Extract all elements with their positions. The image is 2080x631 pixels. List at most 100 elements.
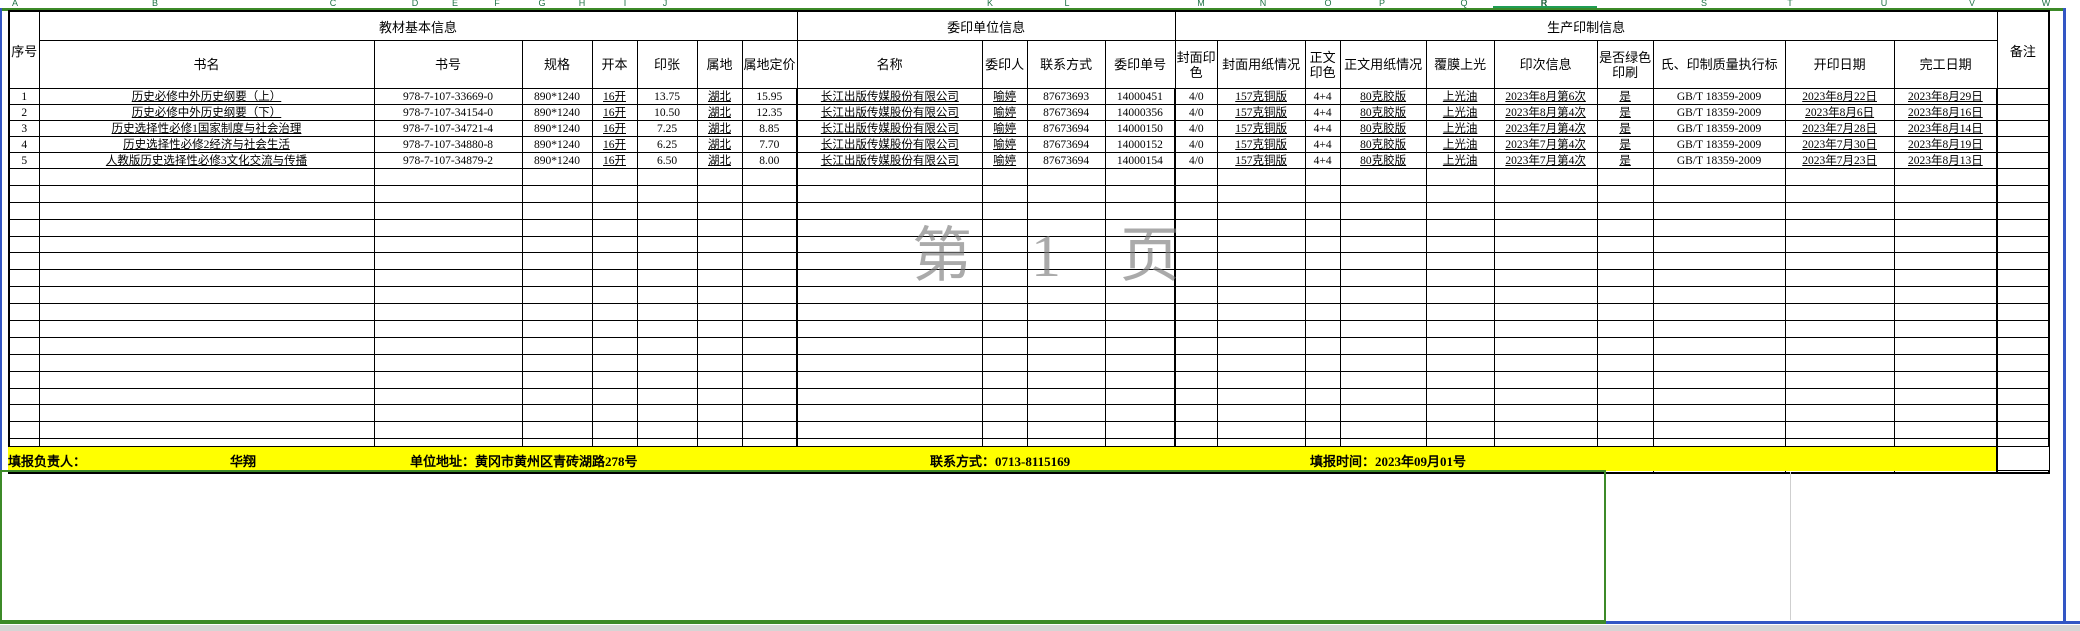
- empty-cell[interactable]: [1216, 286, 1306, 305]
- empty-cell[interactable]: [1996, 353, 2050, 372]
- header-text-colors[interactable]: 正文印色: [1304, 40, 1341, 89]
- cell[interactable]: 2023年7月28日: [1784, 120, 1895, 137]
- cell[interactable]: 157克铜版: [1216, 152, 1306, 169]
- empty-cell[interactable]: [1339, 235, 1427, 254]
- empty-cell[interactable]: [1784, 269, 1895, 288]
- empty-cell[interactable]: [1174, 286, 1218, 305]
- empty-cell[interactable]: [1174, 404, 1218, 423]
- header-quality-standard[interactable]: 氏、印制质量执行标: [1652, 40, 1786, 89]
- empty-cell[interactable]: [373, 387, 523, 406]
- empty-cell[interactable]: [1893, 168, 1998, 186]
- column-letter-N[interactable]: N: [1259, 0, 1267, 8]
- empty-cell[interactable]: [636, 353, 698, 372]
- header-book-title[interactable]: 书名: [38, 40, 375, 89]
- empty-cell[interactable]: [636, 303, 698, 322]
- empty-cell[interactable]: [1493, 303, 1598, 322]
- empty-cell[interactable]: [1104, 235, 1176, 254]
- empty-cell[interactable]: [521, 252, 593, 271]
- cell[interactable]: 上光油: [1425, 152, 1495, 169]
- header-text-paper[interactable]: 正文用纸情况: [1339, 40, 1427, 89]
- empty-cell[interactable]: [1996, 387, 2050, 406]
- empty-cell[interactable]: [1493, 201, 1598, 220]
- empty-cell[interactable]: [38, 218, 375, 237]
- empty-cell[interactable]: [1596, 404, 1654, 423]
- empty-cell[interactable]: [1216, 320, 1306, 338]
- empty-cell[interactable]: [1026, 387, 1106, 406]
- header-finish-date[interactable]: 完工日期: [1893, 40, 1998, 89]
- empty-cell[interactable]: [1425, 370, 1495, 389]
- empty-cell[interactable]: [1493, 252, 1598, 271]
- column-letter-T[interactable]: T: [1787, 0, 1793, 8]
- empty-cell[interactable]: [696, 286, 743, 305]
- header-commissioner[interactable]: 委印人: [981, 40, 1028, 89]
- header-lamination[interactable]: 覆膜上光: [1425, 40, 1495, 89]
- empty-cell[interactable]: [1596, 252, 1654, 271]
- empty-cell[interactable]: [1996, 184, 2050, 203]
- empty-cell[interactable]: [636, 336, 698, 355]
- empty-cell[interactable]: [8, 218, 40, 237]
- empty-cell[interactable]: [741, 252, 798, 271]
- empty-cell[interactable]: [1893, 303, 1998, 322]
- cell[interactable]: [1996, 88, 2050, 105]
- empty-cell[interactable]: [591, 184, 638, 203]
- column-letter-O[interactable]: O: [1324, 0, 1332, 8]
- empty-cell[interactable]: [1596, 387, 1654, 406]
- cell[interactable]: 历史选择性必修2经济与社会生活: [38, 136, 375, 153]
- empty-cell[interactable]: [1493, 168, 1598, 186]
- empty-cell[interactable]: [1652, 252, 1786, 271]
- empty-cell[interactable]: [8, 421, 40, 440]
- empty-cell[interactable]: [1893, 269, 1998, 288]
- empty-cell[interactable]: [1493, 269, 1598, 288]
- empty-cell[interactable]: [981, 353, 1028, 372]
- column-letter-A[interactable]: A: [11, 0, 19, 8]
- empty-cell[interactable]: [1425, 252, 1495, 271]
- cell[interactable]: 80克胶版: [1339, 88, 1427, 105]
- empty-cell[interactable]: [1996, 235, 2050, 254]
- header-order-number[interactable]: 委印单号: [1104, 40, 1176, 89]
- empty-cell[interactable]: [636, 404, 698, 423]
- empty-cell[interactable]: [1784, 370, 1895, 389]
- empty-cell[interactable]: [636, 320, 698, 338]
- empty-cell[interactable]: [1784, 421, 1895, 440]
- empty-cell[interactable]: [1893, 370, 1998, 389]
- header-group-book-info[interactable]: 教材基本信息: [38, 10, 798, 41]
- cell[interactable]: 湖北: [696, 120, 743, 137]
- cell[interactable]: 4/0: [1174, 120, 1218, 137]
- empty-cell[interactable]: [636, 168, 698, 186]
- cell[interactable]: 157克铜版: [1216, 104, 1306, 121]
- empty-cell[interactable]: [1493, 184, 1598, 203]
- empty-cell[interactable]: [981, 320, 1028, 338]
- cell[interactable]: 2023年7月第4次: [1493, 120, 1598, 137]
- cell[interactable]: 7.25: [636, 120, 698, 137]
- cell[interactable]: 人教版历史选择性必修3文化交流与传播: [38, 152, 375, 169]
- empty-cell[interactable]: [741, 404, 798, 423]
- cell[interactable]: 2023年7月23日: [1784, 152, 1895, 169]
- column-letter-M[interactable]: M: [1197, 0, 1205, 8]
- cell[interactable]: 12.35: [741, 104, 798, 121]
- empty-cell[interactable]: [796, 353, 983, 372]
- empty-cell[interactable]: [521, 404, 593, 423]
- cell[interactable]: 10.50: [636, 104, 698, 121]
- empty-cell[interactable]: [1996, 286, 2050, 305]
- empty-cell[interactable]: [1596, 421, 1654, 440]
- empty-cell[interactable]: [1425, 336, 1495, 355]
- column-letter-G[interactable]: G: [538, 0, 546, 8]
- cell[interactable]: 2023年8月第6次: [1493, 88, 1598, 105]
- empty-cell[interactable]: [8, 168, 40, 186]
- empty-cell[interactable]: [591, 404, 638, 423]
- empty-cell[interactable]: [741, 370, 798, 389]
- cell[interactable]: 2023年8月16日: [1893, 104, 1998, 121]
- empty-cell[interactable]: [521, 387, 593, 406]
- empty-cell[interactable]: [981, 303, 1028, 322]
- empty-cell[interactable]: [696, 218, 743, 237]
- empty-cell[interactable]: [1174, 370, 1218, 389]
- empty-cell[interactable]: [591, 235, 638, 254]
- cell[interactable]: 16开: [591, 104, 638, 121]
- empty-cell[interactable]: [8, 252, 40, 271]
- empty-cell[interactable]: [1893, 235, 1998, 254]
- empty-cell[interactable]: [796, 387, 983, 406]
- header-sheets[interactable]: 印张: [636, 40, 698, 89]
- empty-cell[interactable]: [1784, 404, 1895, 423]
- empty-cell[interactable]: [1893, 184, 1998, 203]
- empty-cell[interactable]: [981, 235, 1028, 254]
